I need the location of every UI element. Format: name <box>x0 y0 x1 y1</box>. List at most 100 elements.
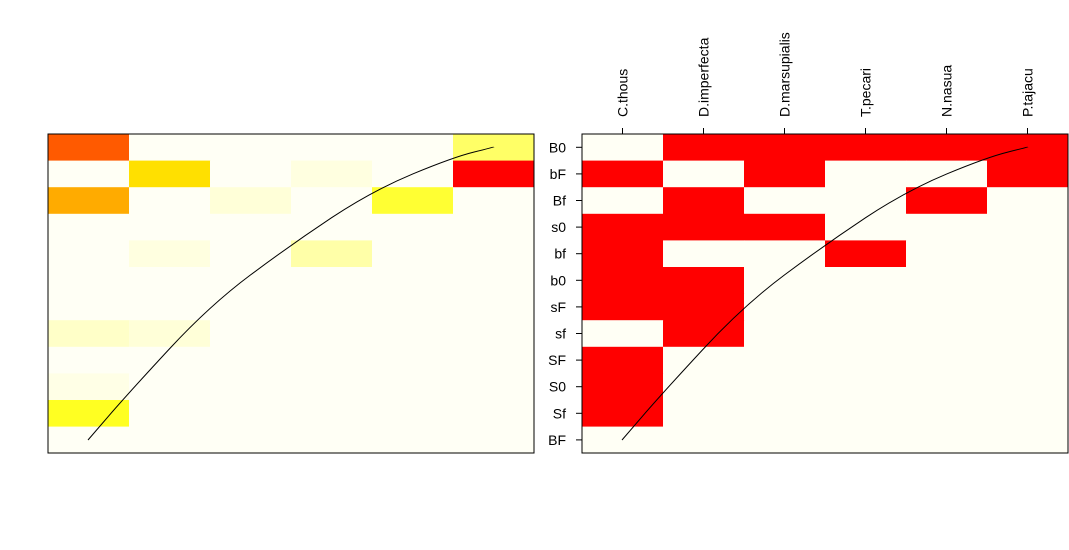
right-cell-Bf-D.marsupialis <box>744 187 826 215</box>
left-cell-S0-D.imperfecta <box>129 373 211 401</box>
right-cell-s0-D.marsupialis <box>744 213 826 241</box>
left-cell-SF-N.nasua <box>372 346 454 374</box>
left-cell-b0-N.nasua <box>372 267 454 294</box>
right-cell-b0-P.tajacu <box>987 267 1069 294</box>
right-cell-Sf-C.thous <box>582 400 664 427</box>
left-cell-Bf-N.nasua <box>372 187 454 215</box>
left-cell-Sf-T.pecari <box>291 400 373 427</box>
left-cell-sF-D.marsupialis <box>210 293 292 321</box>
left-cell-bf-N.nasua <box>372 240 454 268</box>
right-cell-Bf-N.nasua <box>906 187 988 215</box>
right-cell-bf-P.tajacu <box>987 240 1069 268</box>
left-cell-Sf-C.thous <box>48 400 130 427</box>
right-cell-bf-D.imperfecta <box>663 240 745 268</box>
left-cell-sf-D.imperfecta <box>129 320 211 348</box>
left-cell-s0-D.imperfecta <box>129 213 211 241</box>
left-cell-S0-P.tajacu <box>453 373 535 401</box>
left-cell-SF-C.thous <box>48 346 130 374</box>
column-label-axis: C.thous D.imperfecta D.marsupialis T.pecari… <box>615 32 1036 134</box>
left-cell-b0-D.marsupialis <box>210 267 292 294</box>
right-cell-sF-C.thous <box>582 293 664 321</box>
right-cell-B0-P.tajacu <box>987 134 1069 161</box>
left-cell-SF-T.pecari <box>291 346 373 374</box>
row-label-Bf: Bf <box>553 193 566 209</box>
right-cell-SF-P.tajacu <box>987 346 1069 374</box>
left-cell-BF-D.imperfecta <box>129 426 211 454</box>
left-cell-Sf-N.nasua <box>372 400 454 427</box>
right-cell-Bf-D.imperfecta <box>663 187 745 215</box>
right-cell-Sf-P.tajacu <box>987 400 1069 427</box>
left-trend-curve <box>87 146 495 441</box>
left-cell-B0-P.tajacu <box>453 134 535 161</box>
left-cell-bF-C.thous <box>48 160 130 188</box>
right-cell-SF-T.pecari <box>825 346 907 374</box>
left-cell-B0-C.thous <box>48 134 130 161</box>
right-cell-S0-D.imperfecta <box>663 373 745 401</box>
right-cell-BF-D.imperfecta <box>663 426 745 454</box>
left-cell-Bf-C.thous <box>48 187 130 215</box>
left-cell-bf-C.thous <box>48 240 130 268</box>
left-cell-B0-T.pecari <box>291 134 373 161</box>
right-cell-S0-N.nasua <box>906 373 988 401</box>
left-cell-B0-N.nasua <box>372 134 454 161</box>
right-cell-s0-C.thous <box>582 213 664 241</box>
left-cell-S0-N.nasua <box>372 373 454 401</box>
row-label-SF: SF <box>548 352 566 368</box>
row-label-B0: B0 <box>549 139 566 155</box>
right-heatmap-panel <box>581 133 1069 454</box>
right-cell-BF-T.pecari <box>825 426 907 454</box>
right-cell-Sf-D.marsupialis <box>744 400 826 427</box>
right-cell-Sf-N.nasua <box>906 400 988 427</box>
right-cell-Bf-T.pecari <box>825 187 907 215</box>
right-cell-sF-N.nasua <box>906 293 988 321</box>
left-cell-sF-D.imperfecta <box>129 293 211 321</box>
right-cell-BF-N.nasua <box>906 426 988 454</box>
right-cell-SF-N.nasua <box>906 346 988 374</box>
right-cell-sf-D.imperfecta <box>663 320 745 348</box>
right-cell-Sf-D.imperfecta <box>663 400 745 427</box>
left-cell-Sf-D.imperfecta <box>129 400 211 427</box>
column-label-T.pecari: T.pecari <box>858 68 874 117</box>
left-cell-s0-D.marsupialis <box>210 213 292 241</box>
right-cell-b0-D.marsupialis <box>744 267 826 294</box>
left-cell-SF-D.marsupialis <box>210 346 292 374</box>
left-cell-SF-D.imperfecta <box>129 346 211 374</box>
left-cell-S0-T.pecari <box>291 373 373 401</box>
left-cell-bf-T.pecari <box>291 240 373 268</box>
left-cell-sf-D.marsupialis <box>210 320 292 348</box>
left-cell-BF-P.tajacu <box>453 426 535 454</box>
right-cell-b0-D.imperfecta <box>663 267 745 294</box>
left-cell-Bf-P.tajacu <box>453 187 535 215</box>
left-cell-b0-C.thous <box>48 267 130 294</box>
right-trend-curve <box>621 146 1029 441</box>
right-cell-B0-D.imperfecta <box>663 134 745 161</box>
left-cell-B0-D.marsupialis <box>210 134 292 161</box>
left-cell-BF-N.nasua <box>372 426 454 454</box>
right-cell-S0-T.pecari <box>825 373 907 401</box>
left-cell-bF-D.marsupialis <box>210 160 292 188</box>
left-cell-sF-P.tajacu <box>453 293 535 321</box>
column-label-D.imperfecta: D.imperfecta <box>696 37 712 117</box>
right-cell-BF-C.thous <box>582 426 664 454</box>
left-heatmap-panel <box>47 133 535 454</box>
right-cell-sF-D.imperfecta <box>663 293 745 321</box>
right-cell-bF-C.thous <box>582 160 664 188</box>
right-cell-sf-C.thous <box>582 320 664 348</box>
right-cell-bf-N.nasua <box>906 240 988 268</box>
row-label-bF: bF <box>550 166 566 182</box>
right-cell-sf-T.pecari <box>825 320 907 348</box>
right-cell-s0-N.nasua <box>906 213 988 241</box>
right-cell-b0-T.pecari <box>825 267 907 294</box>
left-cell-BF-D.marsupialis <box>210 426 292 454</box>
right-cell-Sf-T.pecari <box>825 400 907 427</box>
column-label-N.nasua: N.nasua <box>939 65 955 117</box>
right-cell-SF-C.thous <box>582 346 664 374</box>
left-cell-Bf-D.marsupialis <box>210 187 292 215</box>
right-cell-b0-N.nasua <box>906 267 988 294</box>
left-cell-BF-T.pecari <box>291 426 373 454</box>
column-label-P.tajacu: P.tajacu <box>1020 68 1036 117</box>
right-cell-Bf-P.tajacu <box>987 187 1069 215</box>
right-cell-bf-T.pecari <box>825 240 907 268</box>
left-cell-bf-D.marsupialis <box>210 240 292 268</box>
